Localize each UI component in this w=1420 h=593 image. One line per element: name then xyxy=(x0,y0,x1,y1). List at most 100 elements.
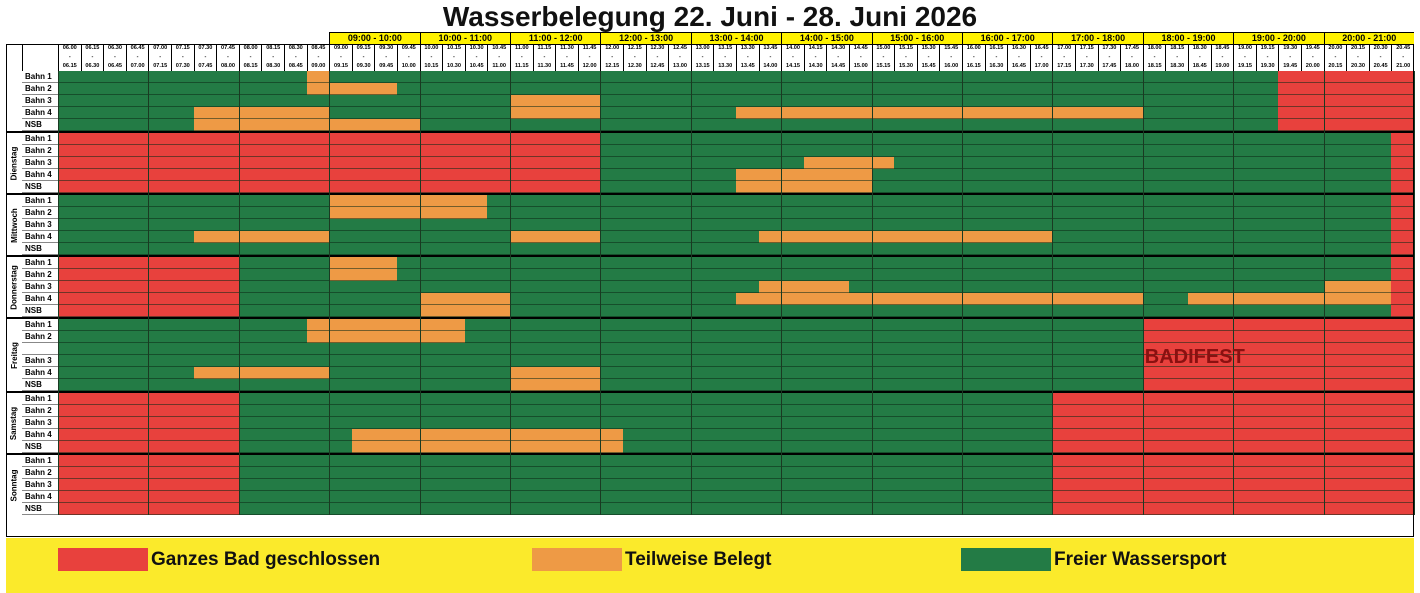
slot-header-cell: 14.45 - 15.00 xyxy=(849,44,872,71)
row-divider xyxy=(58,416,1414,417)
hour-gridline xyxy=(1323,71,1325,515)
slot-header-cell: 17.30 - 17.45 xyxy=(1097,44,1121,71)
slot-dash: - xyxy=(814,54,817,60)
slot-header-cell: 09.30 - 09.45 xyxy=(374,44,397,71)
slot-dash: - xyxy=(566,54,568,60)
lane-label: Bahn 3 xyxy=(22,95,58,107)
hour-header-cell: 19:00 - 20:00 xyxy=(1233,32,1324,44)
slot-header-cell: 12.15 - 12.30 xyxy=(623,44,646,71)
slot-from: 09.15 xyxy=(356,45,371,51)
slot-to: 16.45 xyxy=(1011,63,1026,69)
slot-header-cell: 18.45 - 19.00 xyxy=(1210,44,1234,71)
slot-dash: - xyxy=(1063,54,1066,60)
lane-label: NSB xyxy=(22,379,58,391)
slot-to: 18.30 xyxy=(1170,63,1185,69)
legend-swatch-partial xyxy=(532,548,622,571)
slot-header-cell: 19.30 - 19.45 xyxy=(1278,44,1301,71)
legend-swatch-free xyxy=(961,548,1051,571)
closed-cell xyxy=(1278,107,1414,119)
slot-header-cell: 11.30 - 11.45 xyxy=(555,44,578,71)
partial-cell xyxy=(193,231,330,243)
slot-header-cell: 20.00 - 20.15 xyxy=(1323,44,1347,71)
lane-label: NSB xyxy=(22,305,58,317)
day-block xyxy=(6,255,1414,317)
row-divider xyxy=(58,280,1414,281)
slot-from: 17.15 xyxy=(1079,45,1094,51)
row-divider xyxy=(58,206,1414,207)
slot-dash: - xyxy=(1040,54,1043,60)
free-cell xyxy=(58,355,1414,367)
slot-to: 18.45 xyxy=(1192,63,1207,69)
hour-gridline xyxy=(690,71,692,515)
row-divider xyxy=(58,502,1414,503)
row-divider xyxy=(58,218,1414,219)
slot-header-cell: 20.45 - 21.00 xyxy=(1391,44,1414,71)
closed-cell xyxy=(1142,343,1414,355)
slot-dash: - xyxy=(475,54,478,60)
slot-header-cell: 11.15 - 11.30 xyxy=(532,44,556,71)
closed-cell xyxy=(1391,195,1414,207)
slot-from: 12.30 xyxy=(650,45,665,51)
slot-from: 06.45 xyxy=(130,45,145,51)
slot-dash: - xyxy=(995,54,998,60)
free-cell xyxy=(58,231,1414,243)
partial-cell xyxy=(329,257,397,269)
slot-header-cell: 10.00 - 10.15 xyxy=(419,44,443,71)
lane-label: Bahn 2 xyxy=(22,145,58,157)
slot-header-cell: 08.15 - 08.30 xyxy=(261,44,284,71)
slot-header-cell: 16.45 - 17.00 xyxy=(1029,44,1053,71)
closed-cell xyxy=(1142,379,1414,391)
row-divider xyxy=(58,466,1414,467)
hour-gridline xyxy=(58,71,59,515)
lane-label: Bahn 3 xyxy=(22,219,58,231)
slot-to: 11.15 xyxy=(514,63,529,69)
slot-to: 08.30 xyxy=(266,63,281,69)
slot-to: 06.15 xyxy=(62,63,77,69)
slot-header-cell: 09.45 - 10.00 xyxy=(397,44,420,71)
slot-dash: - xyxy=(498,54,501,60)
slot-to: 06.30 xyxy=(85,63,100,69)
row-divider xyxy=(58,82,1414,83)
slot-from: 11.00 xyxy=(514,45,529,51)
slot-to: 12.45 xyxy=(650,63,665,69)
lane-label: Bahn 3 xyxy=(22,281,58,293)
row-divider xyxy=(58,304,1414,305)
slot-from: 09.45 xyxy=(401,45,416,51)
lane-label: NSB xyxy=(22,181,58,193)
slot-to: 14.00 xyxy=(763,63,778,69)
page-title: Wasserbelegung 22. Juni - 28. Juni 2026 xyxy=(442,1,978,32)
hour-gridline xyxy=(871,71,873,515)
partial-cell xyxy=(193,367,330,379)
slot-header-cell: 06.30 - 06.45 xyxy=(103,44,126,71)
row-divider xyxy=(58,330,1414,331)
slot-to: 07.15 xyxy=(153,63,168,69)
lane-label: Bahn 4 xyxy=(22,367,58,379)
hour-header-cell: 12:00 - 13:00 xyxy=(600,32,691,44)
slot-header-cell: 15.15 - 15.30 xyxy=(894,44,917,71)
slot-header-cell: 13.00 - 13.15 xyxy=(690,44,714,71)
slot-to: 09.30 xyxy=(356,63,371,69)
closed-cell xyxy=(1278,95,1414,107)
slot-to: 15.30 xyxy=(898,63,913,69)
hour-gridline xyxy=(600,71,602,515)
slot-dash: - xyxy=(114,54,116,60)
lane-label: Bahn 2 xyxy=(22,331,58,343)
slot-dash: - xyxy=(1198,54,1201,60)
slot-dash: - xyxy=(701,54,704,60)
closed-cell xyxy=(1278,119,1414,131)
slot-dash: - xyxy=(972,54,975,60)
partial-cell xyxy=(329,195,488,207)
slot-to: 16.15 xyxy=(966,63,981,69)
lane-label: Bahn 1 xyxy=(22,455,58,467)
partial-cell xyxy=(510,95,601,107)
slot-dash: - xyxy=(1153,54,1156,60)
slot-dash: - xyxy=(1357,54,1359,60)
slot-header-cell: 07.15 - 07.30 xyxy=(171,44,194,71)
slot-header-cell: 17.45 - 18.00 xyxy=(1120,44,1143,71)
row-divider xyxy=(58,490,1414,491)
slot-header-corner xyxy=(22,44,58,71)
slot-from: 12.00 xyxy=(605,45,620,51)
closed-cell xyxy=(1142,355,1414,367)
closed-cell xyxy=(1391,157,1414,169)
slot-from: 10.30 xyxy=(469,45,484,51)
